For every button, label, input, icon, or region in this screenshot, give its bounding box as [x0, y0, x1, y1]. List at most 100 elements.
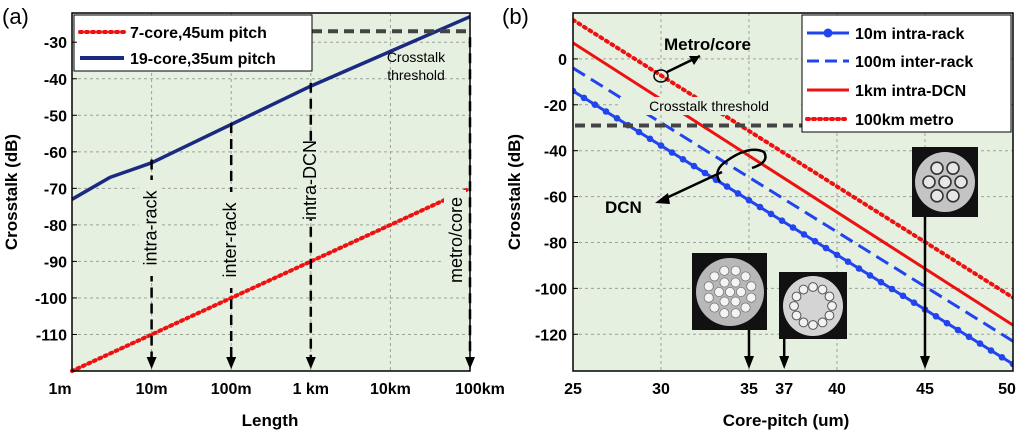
y-tick-label-b: -80: [544, 235, 567, 252]
fiber-core: [719, 277, 730, 288]
threshold-b: Crosstalk threshold: [575, 97, 803, 128]
series-point-10m: [811, 237, 819, 245]
series-point-10m: [932, 313, 940, 320]
series-point-10m: [888, 285, 896, 293]
series-b: [573, 17, 1013, 368]
series-line-1km: [573, 41, 1013, 327]
y-tick-label-b: -120: [535, 327, 567, 344]
series-point-10m: [954, 326, 962, 334]
marker-label-bg-3: [444, 190, 466, 290]
fiber-core: [719, 296, 730, 307]
fiber-core: [938, 175, 952, 189]
x-tick-label-a: 100m: [211, 381, 252, 398]
chart-panel-a: intra-rack inter-rackintra-DCNmetro/core …: [2, 4, 505, 430]
series-point-10m: [679, 156, 687, 163]
fiber-core: [930, 161, 944, 175]
threshold-label-a-line1: Crosstalk: [387, 49, 446, 65]
legend-box-a: [73, 14, 313, 72]
y-tick-label-b: -20: [544, 98, 567, 115]
fiber-core: [922, 175, 936, 189]
y-tick-label-b: 0: [558, 52, 567, 69]
fiber-core: [746, 281, 757, 292]
panel-label-a: (a): [2, 4, 29, 29]
series-point-10m: [855, 265, 863, 272]
fiber-core: [827, 301, 837, 311]
marker-label-bg-1: [218, 192, 241, 288]
fiber-core: [709, 302, 720, 313]
marker-label-1: inter-rack: [220, 201, 240, 277]
series-point-10m: [668, 149, 676, 156]
series-point-10m: [987, 347, 995, 354]
fiber-core: [930, 189, 944, 203]
series-point-10m: [723, 183, 731, 190]
series-point-10m: [877, 278, 885, 286]
x-tick-label-b: 50: [998, 381, 1016, 398]
series-point-10m: [976, 340, 984, 347]
x-tick-label-b: 40: [828, 381, 846, 398]
series-point-10m: [657, 142, 665, 149]
series-point-10m: [778, 217, 786, 224]
series-point-10m: [789, 224, 797, 231]
series-point-10m: [613, 115, 621, 122]
series-point-10m: [998, 354, 1006, 361]
legend-entry-19core: 19-core,35um pitch: [130, 51, 276, 68]
threshold-a: Crosstalk threshold: [312, 29, 466, 83]
fiber-core: [791, 291, 802, 302]
fiber-19core-image: [692, 253, 767, 330]
y-tick-label-a: -100: [35, 291, 67, 308]
legend-a: 7-core,45um pitch 19-core,35um pitch: [73, 14, 313, 72]
y-tick-label-a: -70: [44, 181, 67, 198]
x-tick-label-a: 10m: [136, 381, 168, 398]
x-ticks-b: 25 30 35 37 40 45 50: [564, 381, 1016, 398]
y-tick-label-a: -40: [44, 72, 67, 89]
y-axis-title-b: Crosstalk (dB): [505, 134, 524, 250]
fiber-core: [824, 291, 835, 302]
fiber-core: [798, 284, 809, 295]
fiber-core: [817, 317, 828, 328]
plot-frame-a: [71, 12, 471, 372]
x-tick-label-a: 1m: [48, 381, 71, 398]
fiber-core: [736, 286, 747, 297]
y-tick-label-b: -40: [544, 144, 567, 161]
series-point-10m: [800, 231, 808, 238]
legend-entry-7core: 7-core,45um pitch: [130, 25, 267, 42]
marker-label-bg-0: [138, 180, 161, 276]
fiber-core: [946, 161, 960, 175]
series-point-10m: [701, 169, 709, 177]
y-tick-label-b: -60: [544, 190, 567, 207]
fiber-core: [719, 265, 730, 276]
series-point-10m: [899, 292, 907, 300]
annotation-metro-core-label: Metro/core: [664, 35, 751, 54]
fiber-core: [740, 302, 751, 313]
chart-panel-b: Crosstalk threshold 10m intra-rack 100m …: [502, 4, 1016, 430]
y-axis-title-a: Crosstalk (dB): [2, 134, 21, 250]
fiber-core: [946, 189, 960, 203]
fiber-core: [719, 308, 730, 319]
series-point-10m: [767, 210, 775, 218]
y-tick-label-a: -80: [44, 218, 67, 235]
x-tick-label-b: 35: [740, 381, 758, 398]
series-point-10m: [690, 162, 698, 170]
marker-label-0: intra-rack: [141, 189, 161, 265]
y-ticks-a: -30 -40 -50 -60 -70 -80 -90 -100 -110: [35, 35, 77, 344]
marker-label-3: metro/core: [446, 197, 466, 283]
fiber-ring-image: [779, 272, 847, 339]
fiber-core: [808, 320, 818, 330]
x-axis-title-b: Core-pitch (um): [723, 411, 850, 430]
y-tick-label-b: -100: [535, 281, 567, 298]
fiber-core: [725, 286, 736, 297]
markers-b: [744, 217, 930, 369]
plot-area-a: [72, 13, 470, 371]
fiber-core: [703, 292, 714, 303]
annotation-metro-core: Metro/core: [653, 35, 751, 83]
fiber-core: [817, 284, 828, 295]
annotation-dcn: DCN: [605, 148, 767, 217]
x-tick-label-a: 100km: [455, 381, 505, 398]
fiber-core: [730, 308, 741, 319]
panel-label-b: (b): [502, 4, 529, 29]
x-tick-label-a: 1 km: [293, 381, 329, 398]
x-tick-label-b: 45: [916, 381, 934, 398]
annotation-dcn-label: DCN: [605, 198, 642, 217]
marker-arrow-0: [146, 357, 157, 369]
